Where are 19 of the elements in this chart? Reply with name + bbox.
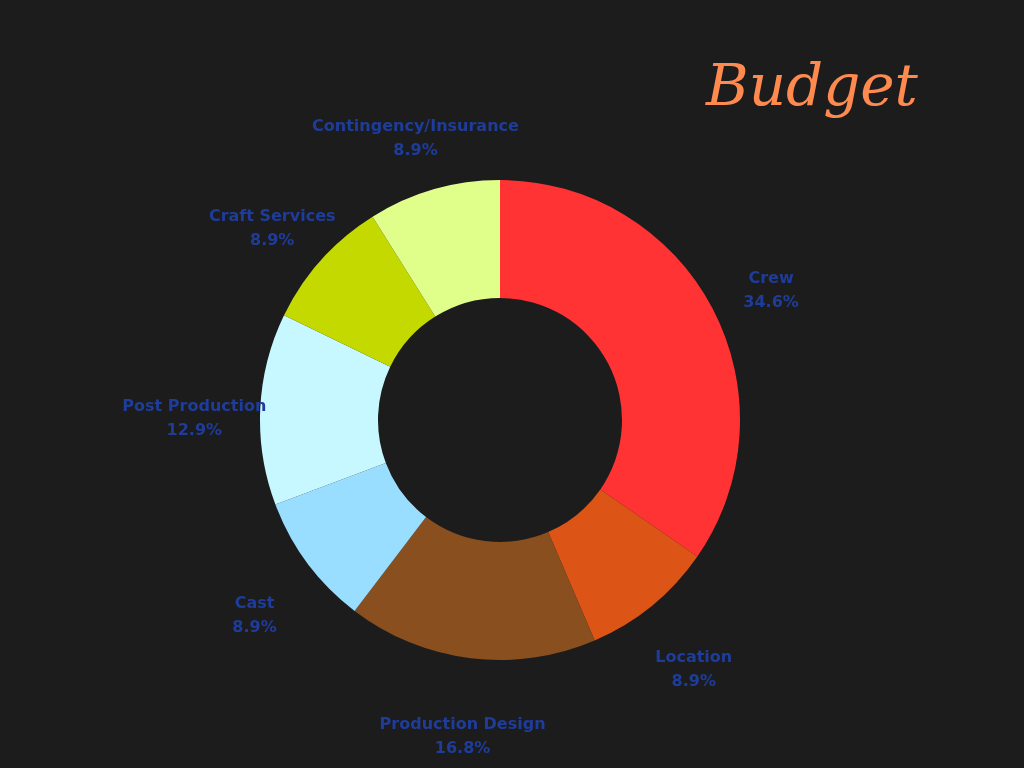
slice-label: Crew [748, 267, 794, 287]
data-label: 12.9% [166, 420, 223, 440]
data-label: 8.9% [393, 139, 438, 159]
donut-slice [500, 180, 740, 557]
chart-title: Budget [705, 51, 919, 119]
donut-slice [372, 180, 500, 317]
slice-label: Craft Services [208, 205, 336, 225]
slice-label: Location [655, 646, 733, 666]
donut-slice [548, 489, 698, 641]
donut-slice [275, 462, 427, 611]
data-label: 16.8% [434, 737, 491, 757]
slice-label: Cast [234, 592, 275, 612]
slice-label: Contingency/Insurance [312, 115, 519, 135]
data-label: 8.9% [671, 670, 716, 690]
data-label: 8.9% [232, 616, 277, 636]
donut-slice [354, 517, 595, 660]
slice-label: Production Design [379, 713, 546, 733]
data-label: 34.6% [743, 291, 799, 311]
data-label: 8.9% [250, 229, 295, 249]
